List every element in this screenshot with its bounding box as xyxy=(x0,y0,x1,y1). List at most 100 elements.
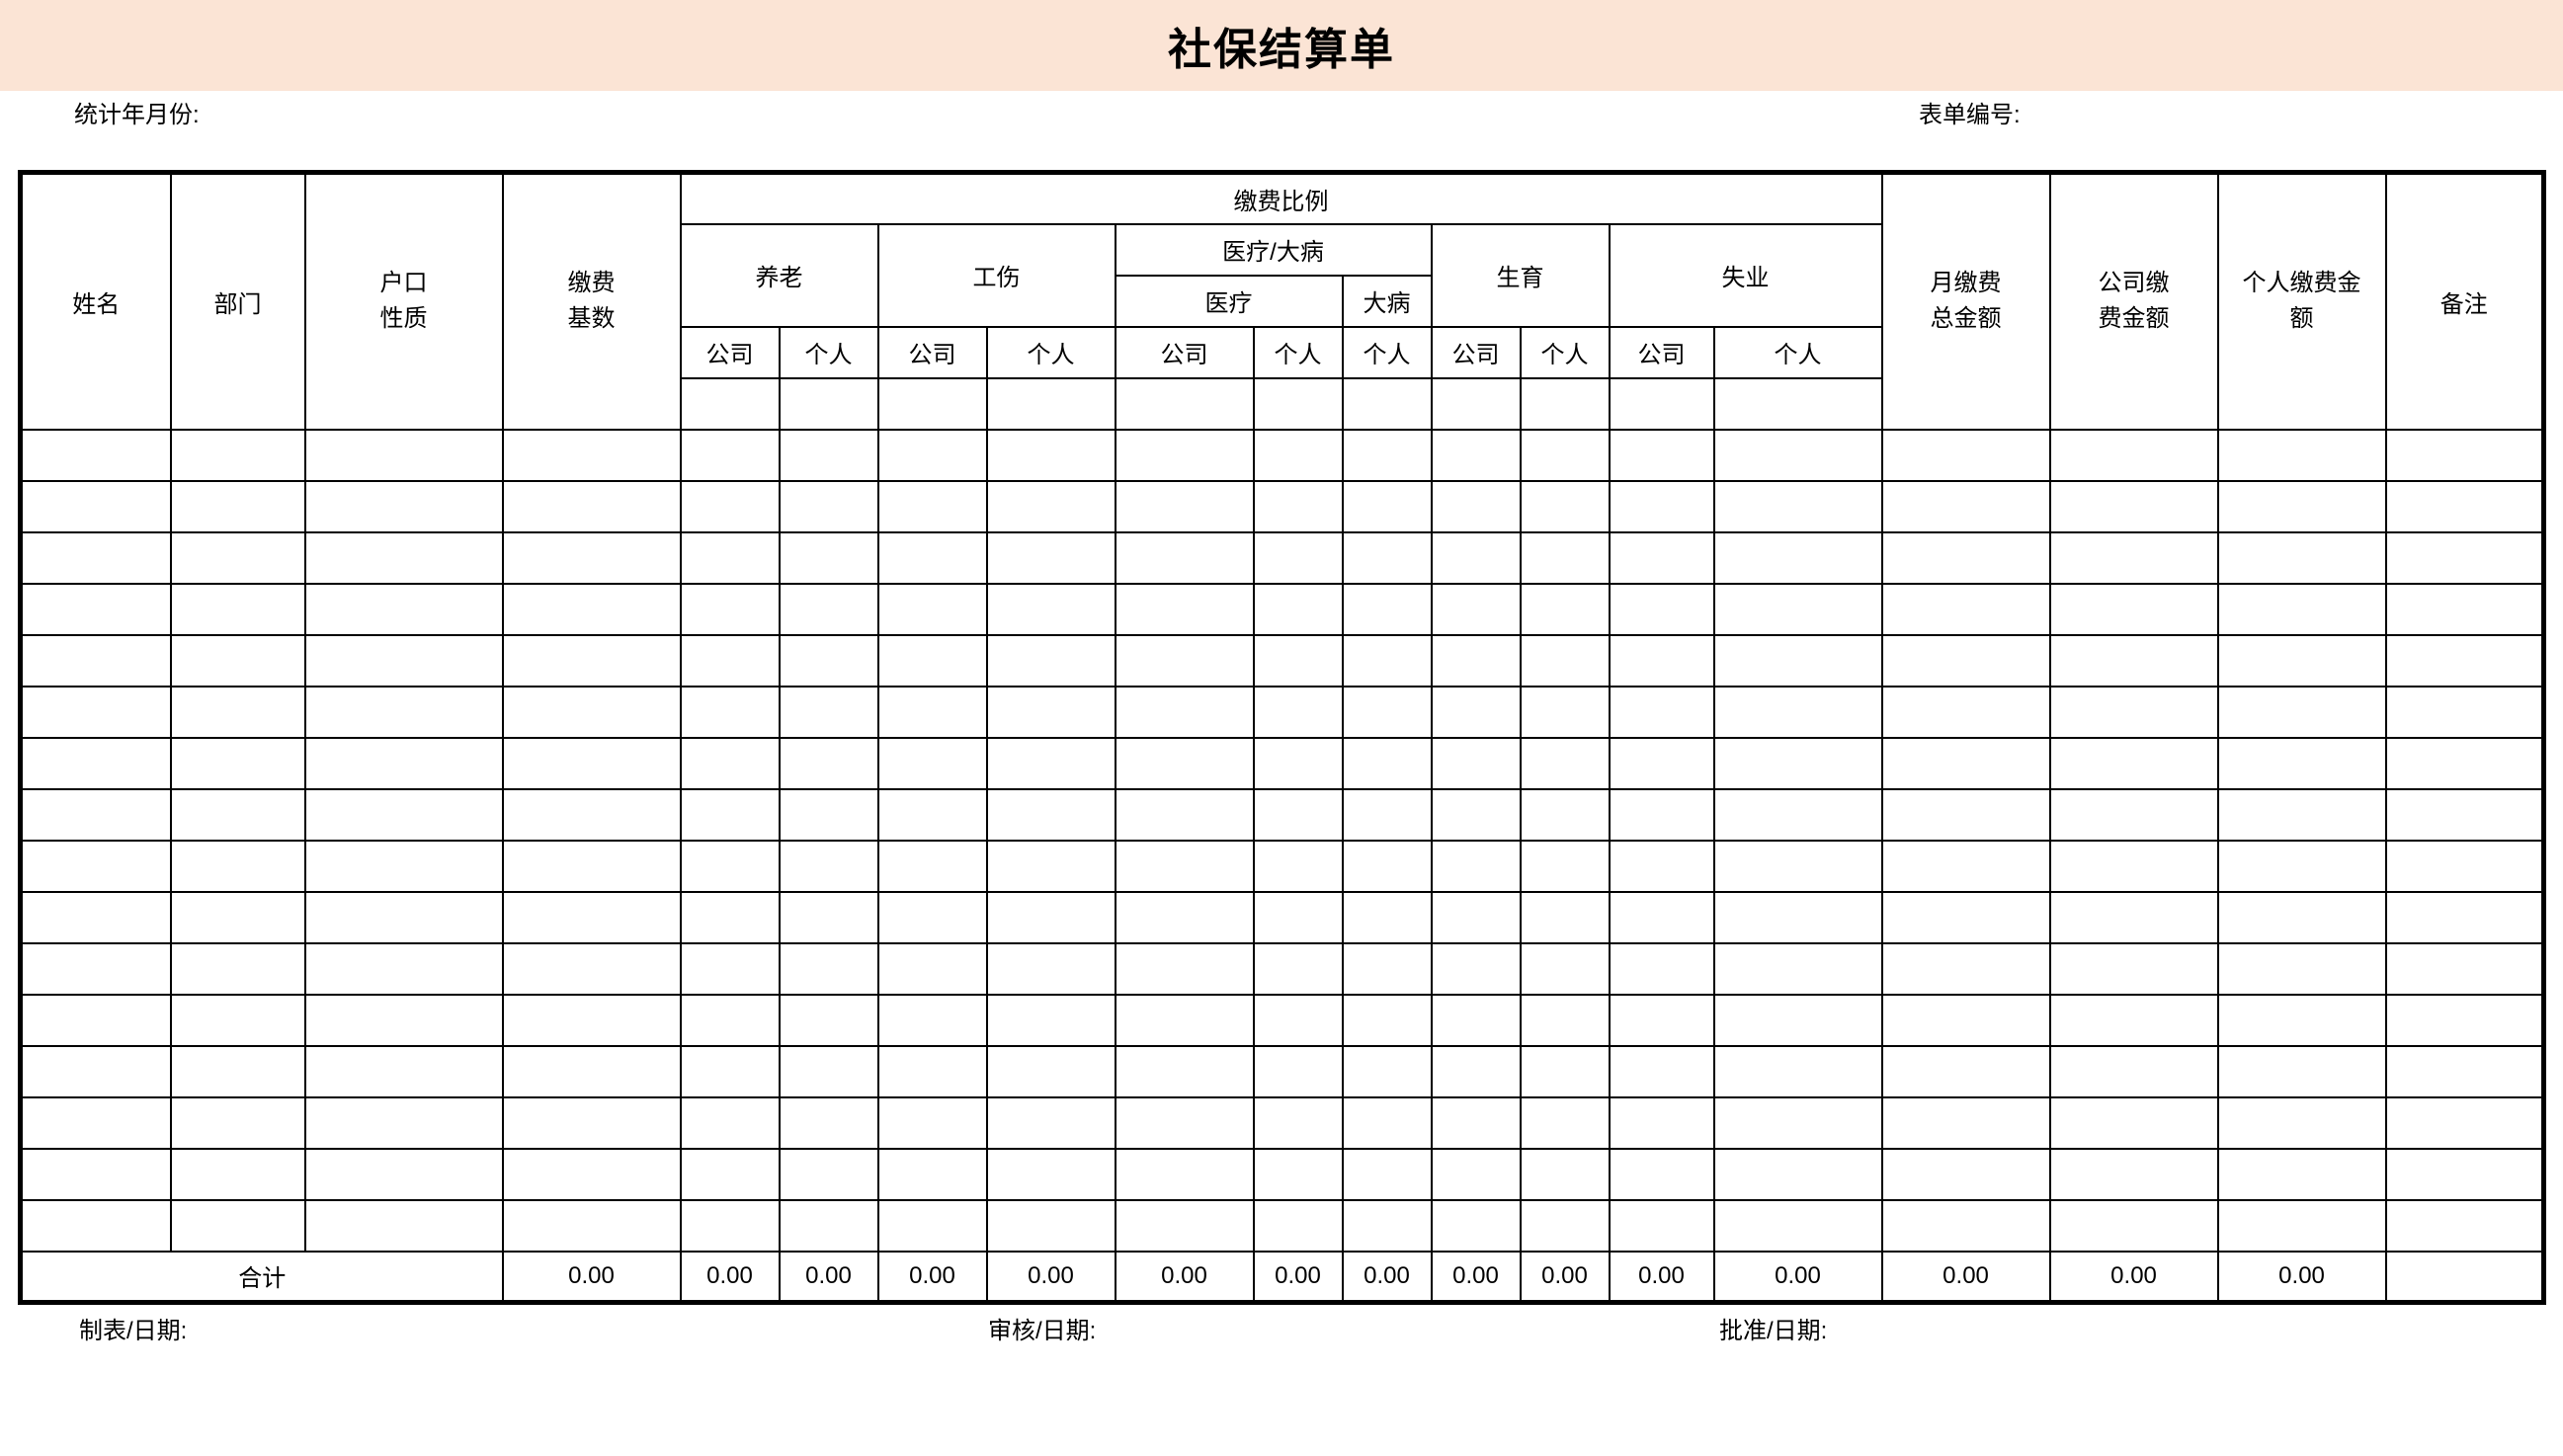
data-cell xyxy=(2386,841,2544,892)
col-remark: 备注 xyxy=(2386,173,2544,430)
data-cell xyxy=(171,1097,305,1149)
data-cell xyxy=(171,1200,305,1252)
data-cell xyxy=(878,841,987,892)
data-cell xyxy=(2218,1149,2386,1200)
data-cell xyxy=(503,481,681,532)
data-cell xyxy=(2050,532,2218,584)
data-cell xyxy=(2386,789,2544,841)
data-cell xyxy=(1254,738,1343,789)
unemp-company: 公司 xyxy=(1610,327,1714,378)
totals-value: 0.00 xyxy=(2218,1252,2386,1303)
data-cell xyxy=(171,430,305,481)
data-cell xyxy=(987,430,1116,481)
maker-label: 制表/日期: xyxy=(79,1311,187,1345)
title-bar: 社保结算单 xyxy=(0,0,2563,91)
medical-company: 公司 xyxy=(1116,327,1254,378)
data-cell xyxy=(1254,584,1343,635)
data-cell xyxy=(305,430,503,481)
data-cell xyxy=(1432,481,1521,532)
pension-personal: 个人 xyxy=(780,327,878,378)
data-cell xyxy=(1343,532,1432,584)
data-cell xyxy=(1610,995,1714,1046)
data-cell xyxy=(987,584,1116,635)
data-cell xyxy=(305,1200,503,1252)
serious-personal: 个人 xyxy=(1343,327,1432,378)
data-cell xyxy=(1343,892,1432,943)
data-cell xyxy=(1610,789,1714,841)
data-cell xyxy=(1882,1200,2050,1252)
data-cell xyxy=(1432,1200,1521,1252)
data-cell xyxy=(780,481,878,532)
data-cell xyxy=(1116,1097,1254,1149)
data-cell xyxy=(2050,1200,2218,1252)
data-cell xyxy=(1882,532,2050,584)
data-cell xyxy=(1521,841,1610,892)
data-cell xyxy=(2218,892,2386,943)
data-cell xyxy=(1521,481,1610,532)
data-cell xyxy=(681,995,780,1046)
data-cell xyxy=(21,532,171,584)
data-cell xyxy=(780,738,878,789)
data-cell xyxy=(681,430,780,481)
data-cell xyxy=(1610,1200,1714,1252)
data-cell xyxy=(2050,789,2218,841)
data-cell xyxy=(987,995,1116,1046)
meta-row: 统计年月份: 表单编号: xyxy=(0,91,2563,132)
data-cell xyxy=(2386,892,2544,943)
data-cell xyxy=(2218,943,2386,995)
table-container: 姓名部门户口性质缴费基数缴费比例月缴费总金额公司缴费金额个人缴费金额备注养老工伤… xyxy=(18,170,2545,1305)
data-cell xyxy=(503,943,681,995)
totals-value: 0.00 xyxy=(1432,1252,1521,1303)
data-cell xyxy=(305,687,503,738)
rate-cell xyxy=(1116,378,1254,430)
rate-cell xyxy=(1521,378,1610,430)
data-cell xyxy=(305,943,503,995)
data-cell xyxy=(1254,635,1343,687)
data-cell xyxy=(1116,943,1254,995)
data-cell xyxy=(878,738,987,789)
data-cell xyxy=(305,1149,503,1200)
data-cell xyxy=(1116,892,1254,943)
data-cell xyxy=(2218,1046,2386,1097)
data-cell xyxy=(1254,687,1343,738)
injury-company: 公司 xyxy=(878,327,987,378)
medical-personal: 个人 xyxy=(1254,327,1343,378)
rate-cell xyxy=(780,378,878,430)
totals-value: 0.00 xyxy=(1254,1252,1343,1303)
data-cell xyxy=(21,943,171,995)
data-cell xyxy=(1882,430,2050,481)
data-cell xyxy=(1610,738,1714,789)
data-cell xyxy=(780,789,878,841)
data-cell xyxy=(21,841,171,892)
data-cell xyxy=(1116,789,1254,841)
data-cell xyxy=(2386,584,2544,635)
data-cell xyxy=(1254,789,1343,841)
data-cell xyxy=(21,892,171,943)
data-cell xyxy=(305,584,503,635)
data-cell xyxy=(878,430,987,481)
data-cell xyxy=(305,1046,503,1097)
totals-value: 0.00 xyxy=(1714,1252,1882,1303)
rate-cell xyxy=(987,378,1116,430)
data-cell xyxy=(987,1097,1116,1149)
data-cell xyxy=(503,1149,681,1200)
data-cell xyxy=(1521,789,1610,841)
data-cell xyxy=(171,841,305,892)
data-cell xyxy=(987,532,1116,584)
data-cell xyxy=(21,1200,171,1252)
data-cell xyxy=(1432,430,1521,481)
data-cell xyxy=(2386,738,2544,789)
data-cell xyxy=(878,892,987,943)
rate-cell xyxy=(1432,378,1521,430)
data-cell xyxy=(1610,943,1714,995)
data-cell xyxy=(503,532,681,584)
data-cell xyxy=(171,687,305,738)
data-cell xyxy=(2386,1046,2544,1097)
data-cell xyxy=(2050,635,2218,687)
data-cell xyxy=(2218,687,2386,738)
data-cell xyxy=(987,892,1116,943)
data-cell xyxy=(780,995,878,1046)
data-cell xyxy=(1714,995,1882,1046)
data-cell xyxy=(1343,1200,1432,1252)
data-cell xyxy=(21,687,171,738)
